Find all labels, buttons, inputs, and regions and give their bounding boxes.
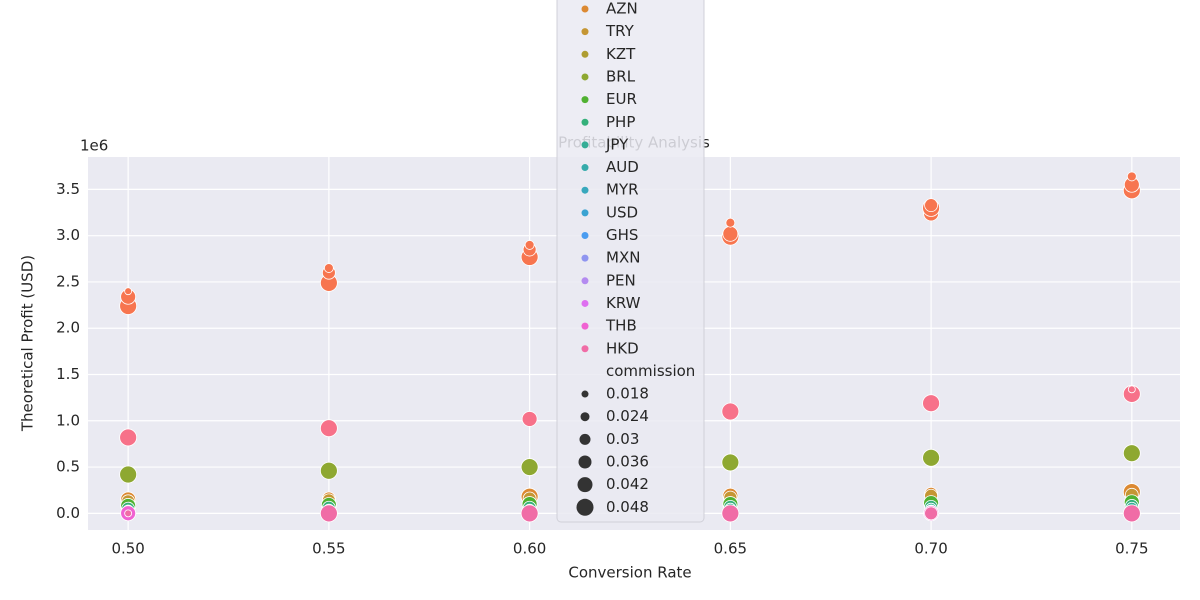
legend-title: commission (606, 362, 695, 380)
legend-label: AUD (606, 158, 639, 176)
legend-marker (581, 299, 589, 307)
point (922, 448, 940, 467)
y-tick-label: 2.5 (56, 272, 80, 290)
y-tick-label: 1.5 (56, 365, 80, 383)
point (721, 504, 740, 523)
point (1122, 444, 1141, 463)
x-tick-label: 0.65 (714, 540, 747, 558)
y-tick-label: 3.0 (56, 226, 80, 244)
y-tick-label: 0.5 (56, 458, 80, 476)
legend-marker (581, 254, 589, 262)
legend-label: MYR (606, 181, 639, 199)
legend-size-marker (577, 477, 593, 493)
legend-marker (581, 118, 589, 126)
legend-label: MXN (606, 249, 640, 267)
x-axis-label: Conversion Rate (568, 564, 691, 582)
point (521, 411, 538, 427)
legend-size-label: 0.024 (606, 407, 649, 425)
legend-size-marker (576, 498, 594, 516)
point (1122, 504, 1141, 523)
legend-marker (581, 232, 589, 239)
x-tick-label: 0.70 (914, 540, 947, 558)
legend-label: EUR (606, 90, 637, 108)
legend-label: GHS (606, 226, 638, 244)
legend-marker (581, 96, 589, 104)
x-tick-label: 0.50 (111, 540, 144, 558)
legend-marker (581, 209, 589, 217)
x-tick-label: 0.75 (1115, 540, 1148, 558)
legend-size-label: 0.042 (606, 475, 649, 493)
point (520, 504, 539, 523)
legend-size-label: 0.03 (606, 430, 639, 448)
point (319, 461, 338, 480)
y-tick-label: 2.0 (56, 319, 80, 337)
point (725, 217, 736, 228)
legend-size-marker (579, 433, 591, 445)
y-axis-label: Theoretical Profit (USD) (19, 255, 37, 432)
point (124, 287, 133, 296)
legend-marker (581, 277, 589, 285)
point (119, 465, 138, 484)
point (1127, 385, 1136, 394)
legend-marker (581, 28, 589, 36)
point (124, 509, 133, 518)
legend-label: HKD (606, 339, 639, 357)
point (924, 506, 938, 521)
legend-size-marker (578, 455, 592, 469)
legend-label: PHP (606, 113, 635, 131)
legend-label: TRY (605, 22, 635, 40)
legend-size-marker (580, 412, 590, 422)
point (323, 263, 334, 273)
legend-label: JPY (605, 135, 629, 153)
point (924, 198, 938, 213)
legend-label: KZT (606, 45, 636, 63)
point (722, 225, 739, 242)
point (524, 240, 535, 250)
legend-label: PEN (606, 271, 636, 289)
point (922, 394, 940, 413)
point (319, 419, 338, 438)
legend-marker (581, 322, 589, 330)
x-tick-label: 0.60 (513, 540, 546, 558)
point (119, 428, 138, 447)
legend-marker (581, 5, 589, 13)
legend-marker (581, 73, 589, 81)
y-tick-label: 3.5 (56, 180, 80, 198)
legend-label: USD (606, 203, 638, 221)
legend-label: THB (605, 317, 637, 335)
point (520, 458, 539, 476)
legend-size-label: 0.048 (606, 498, 649, 516)
legend-box (556, 0, 705, 523)
point (721, 453, 740, 472)
legend-label: BRL (606, 67, 636, 85)
legend-label: KRW (606, 294, 641, 312)
legend-marker (581, 164, 589, 172)
legend-marker (581, 186, 589, 194)
y-tick-label: 1.0 (56, 411, 80, 429)
legend-marker (581, 141, 589, 149)
point (721, 402, 740, 421)
legend-size-label: 0.036 (606, 453, 649, 471)
legend-marker (581, 345, 589, 353)
y-tick-label: 0.0 (56, 504, 80, 522)
point (319, 504, 338, 523)
legend-label: AZN (606, 0, 638, 18)
x-tick-label: 0.55 (312, 540, 345, 558)
legend-marker (581, 50, 589, 58)
legend-size-marker (581, 390, 589, 398)
y-offset: 1e6 (80, 137, 108, 155)
legend-size-label: 0.018 (606, 385, 649, 403)
point (1126, 171, 1137, 182)
